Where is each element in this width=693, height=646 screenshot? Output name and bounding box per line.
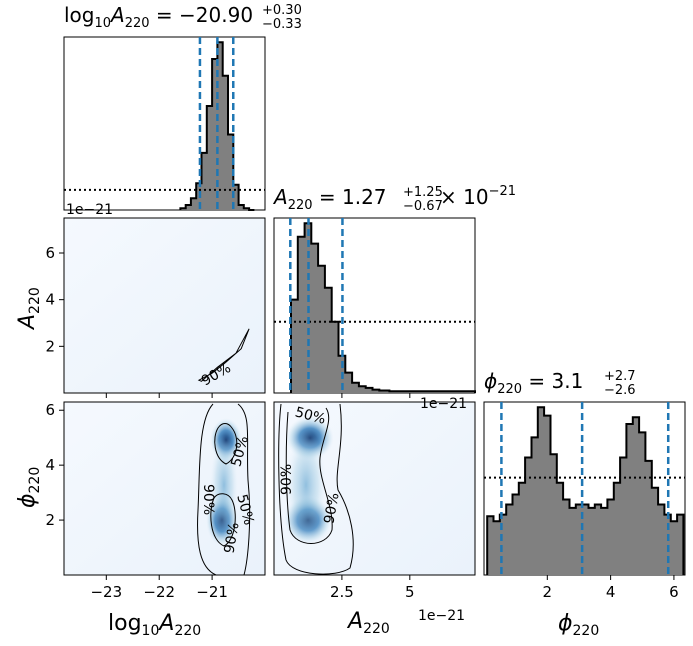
xaxis-phi-ticklabel-2: 6 xyxy=(669,583,679,601)
density-A-phi xyxy=(284,416,334,544)
axes-contour-logA-A xyxy=(63,217,266,394)
xlabel-logA: log10A220 xyxy=(108,611,201,639)
title-A-err-down: −0.67 xyxy=(403,199,443,214)
xaxis-logA-ticklabel-0: −23 xyxy=(90,583,122,601)
ylabel-phi: ϕ220 xyxy=(15,467,43,508)
contours-A-phi xyxy=(278,403,354,575)
xaxis-phi-ticklabel-1: 4 xyxy=(606,583,616,601)
title-phi-err-down: −2.6 xyxy=(604,383,636,398)
yaxis-A-ticklabel-2: 6 xyxy=(45,244,55,262)
contour-labels: 90% 50% 90% 50% 90% 50% 90% 90% xyxy=(199,360,343,555)
offset-text-logA-hist: 1e−21 xyxy=(66,202,113,218)
contour-label-logA-phi-50-bottom: 50% xyxy=(233,493,257,527)
ylabel-A: A220 xyxy=(15,287,43,331)
title-A: A220 = 1.27 xyxy=(272,185,387,213)
contour-90-A-phi xyxy=(278,403,354,575)
title-A-err-up: +1.25 xyxy=(403,185,443,200)
hist-A-group xyxy=(274,218,476,393)
yaxis-A-ticklabel-1: 4 xyxy=(45,291,55,309)
contour-50-A-phi xyxy=(285,407,333,544)
contour-label-A-phi-90-right: 90% xyxy=(321,492,342,525)
hist-logA-group xyxy=(64,37,265,211)
contour-label-A-phi-50: 50% xyxy=(293,404,327,428)
contours-logA-A xyxy=(197,328,250,382)
ticks-group: −23 −22 −21 2.5 5 2 4 6 2 4 6 2 4 6 xyxy=(45,244,678,601)
posterior-histogram xyxy=(486,406,685,575)
title-phi-err-up: +2.7 xyxy=(604,369,636,384)
xaxis-A-ticklabel-0: 2.5 xyxy=(330,583,354,601)
xaxis-logA-ticklabel-1: −22 xyxy=(143,583,175,601)
contours-logA-phi xyxy=(197,403,251,575)
xaxis-logA-ticklabel-2: −21 xyxy=(196,583,228,601)
title-phi: ϕ220 = 3.1 xyxy=(484,369,583,397)
contour-90-logA-phi xyxy=(197,403,251,575)
contour-label-logA-phi-90-bottom: 90% xyxy=(222,521,243,554)
yaxis-phi-ticklabel-1: 4 xyxy=(45,456,55,474)
offset-text-A-hist: 1e−21 xyxy=(420,396,467,412)
contour-90-logA-A xyxy=(197,328,250,382)
offset-text-A-xaxis: 1e−21 xyxy=(418,608,465,624)
xaxis-phi-ticklabel-0: 2 xyxy=(543,583,553,601)
xaxis-A-ticklabel-1: 5 xyxy=(405,583,415,601)
title-A-tail: × 10−21 xyxy=(440,184,516,209)
yaxis-phi-ticklabel-2: 6 xyxy=(45,401,55,419)
yaxis-phi-ticklabel-0: 2 xyxy=(45,511,55,529)
contour-label-logA-phi-90-left: 90% xyxy=(200,484,216,515)
contour-50-upper-logA-phi xyxy=(214,423,238,465)
title-logA-err-down: −0.33 xyxy=(262,17,302,32)
xlabel-phi: ϕ220 xyxy=(558,611,599,639)
xlabel-A: A220 xyxy=(346,609,390,637)
title-logA: log10A220 = −20.90 xyxy=(64,3,253,31)
contour-label-A-phi-90-left: 90% xyxy=(279,464,295,495)
hist-phi-group xyxy=(484,402,685,575)
contour-50-lower-logA-phi xyxy=(210,493,236,547)
yaxis-A-ticklabel-0: 2 xyxy=(45,337,55,355)
density-logA-phi xyxy=(206,418,242,546)
contour-label-logA-phi-50-top: 50% xyxy=(228,434,252,468)
title-logA-err-up: +0.30 xyxy=(262,3,302,18)
